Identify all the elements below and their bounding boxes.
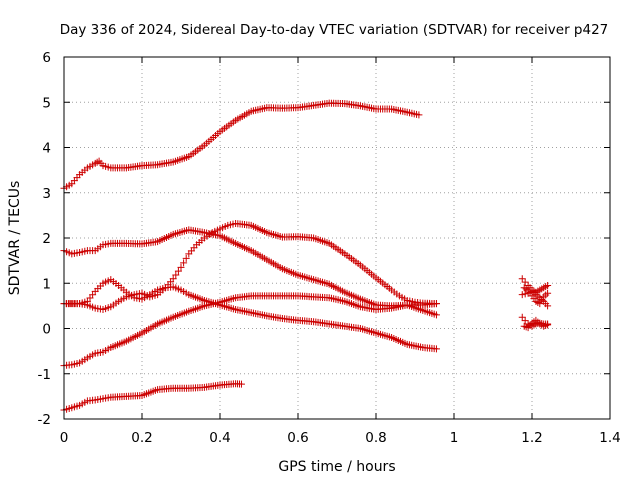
data-point xyxy=(432,300,440,308)
y-tick-label: -2 xyxy=(38,412,51,428)
data-point xyxy=(521,278,529,286)
data-point xyxy=(544,282,552,290)
data-point xyxy=(518,291,526,299)
series-track-top xyxy=(60,99,423,192)
data-point xyxy=(521,290,529,298)
chart-title: Day 336 of 2024, Sidereal Day-to-day VTE… xyxy=(60,22,609,38)
data-point xyxy=(172,271,180,279)
data-point xyxy=(169,275,177,283)
data-point xyxy=(544,302,552,310)
y-tick-label: 1 xyxy=(42,276,51,292)
x-tick-label: 0.6 xyxy=(287,430,308,446)
data-point xyxy=(174,267,182,275)
data-point xyxy=(544,321,552,329)
grid-lines xyxy=(64,57,610,419)
y-tick-label: 6 xyxy=(42,50,51,66)
data-point xyxy=(415,111,423,119)
series-track-bump xyxy=(60,276,440,353)
y-tick-label: 4 xyxy=(42,141,51,157)
data-point xyxy=(544,289,552,297)
series-cluster-lower-b xyxy=(520,316,552,332)
series-cluster-upper-c xyxy=(520,284,552,308)
x-tick-label: 1.4 xyxy=(599,430,620,446)
x-tick-label: 1.2 xyxy=(521,430,542,446)
data-series xyxy=(60,99,552,414)
y-tick-label: 0 xyxy=(42,322,51,338)
series-track-rise xyxy=(60,220,440,313)
series-track-lower-mid xyxy=(60,292,440,370)
data-point xyxy=(432,311,440,319)
x-tick-label: 0.2 xyxy=(131,430,152,446)
axis-ticks: 0 0.2 0.4 0.6 0.8 1 1.2 1.4 -2 -1 0 1 2 3 4 5 6 xyxy=(38,50,621,446)
y-axis-label: SDTVAR / TECUs xyxy=(7,181,23,296)
data-point xyxy=(521,317,529,325)
y-tick-label: 5 xyxy=(42,95,51,111)
y-tick-label: 3 xyxy=(42,186,51,202)
data-point xyxy=(518,313,526,321)
x-tick-label: 0 xyxy=(60,430,69,446)
data-point xyxy=(432,345,440,353)
data-point xyxy=(180,259,188,267)
series-track-bottom xyxy=(60,380,245,414)
y-tick-label: -1 xyxy=(38,367,51,383)
x-tick-label: 0.8 xyxy=(365,430,386,446)
data-point xyxy=(182,254,190,262)
x-tick-label: 1 xyxy=(450,430,459,446)
y-tick-label: 2 xyxy=(42,231,51,247)
x-axis-label: GPS time / hours xyxy=(278,459,395,475)
data-point xyxy=(177,263,185,271)
data-point xyxy=(237,380,245,388)
x-tick-label: 0.4 xyxy=(209,430,230,446)
data-point xyxy=(518,275,526,283)
